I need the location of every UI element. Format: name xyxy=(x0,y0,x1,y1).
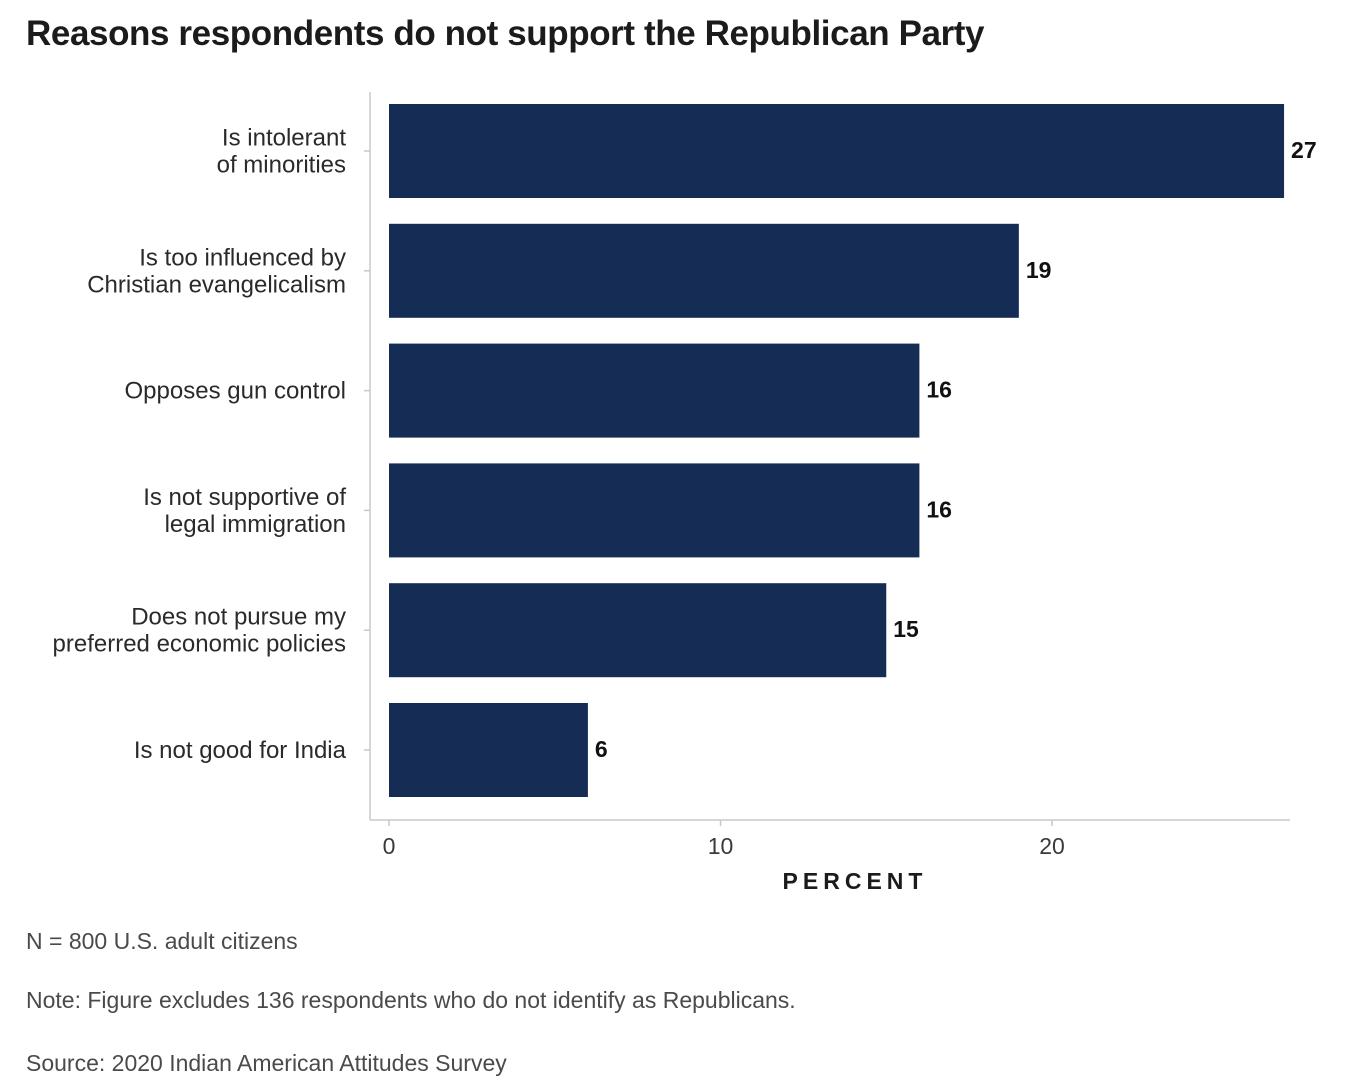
bar xyxy=(389,343,920,438)
value-label: 27 xyxy=(1291,137,1317,163)
value-label: 19 xyxy=(1026,257,1052,283)
category-label: Is intolerant of minorities xyxy=(217,125,347,179)
x-tick-label: 10 xyxy=(708,833,734,859)
source-note: Source: 2020 Indian American Attitudes S… xyxy=(26,1050,507,1076)
bar-chart: Is intolerant of minorities 27 Is too influ… xyxy=(53,92,1317,894)
value-label: 15 xyxy=(893,616,919,642)
bar xyxy=(389,703,588,797)
x-tick-label: 20 xyxy=(1039,833,1065,859)
chart-title: Reasons respondents do not support the R… xyxy=(26,14,985,53)
value-label: 16 xyxy=(926,496,952,522)
exclusion-note: Note: Figure excludes 136 respondents wh… xyxy=(26,987,796,1013)
category-label: Is not good for India xyxy=(134,737,347,764)
value-label: 6 xyxy=(595,736,608,762)
category-label: Is too influenced by Christian evangelica… xyxy=(87,244,346,298)
x-axis-title: PERCENT xyxy=(783,868,928,894)
bar xyxy=(389,463,920,558)
bar xyxy=(389,583,887,678)
x-tick-label: 0 xyxy=(383,833,396,859)
category-label: Does not pursue my preferred economic pol… xyxy=(53,604,346,658)
category-label: Is not supportive of legal immigration xyxy=(143,484,346,538)
sample-size-note: N = 800 U.S. adult citizens xyxy=(26,928,298,954)
value-label: 16 xyxy=(926,377,952,403)
bar xyxy=(389,104,1285,198)
bar xyxy=(389,223,1019,318)
category-label: Opposes gun control xyxy=(125,378,346,405)
